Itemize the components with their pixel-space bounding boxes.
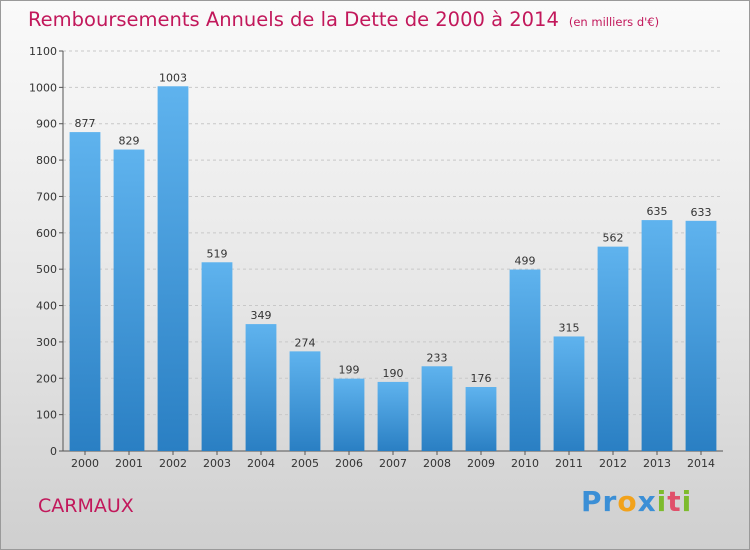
x-tick-label: 2014 xyxy=(687,457,715,470)
x-tick-label: 2008 xyxy=(423,457,451,470)
x-tick-label: 2002 xyxy=(159,457,187,470)
bar xyxy=(509,269,541,451)
y-tick-label: 600 xyxy=(36,227,57,240)
bar xyxy=(553,336,585,451)
y-tick-label: 0 xyxy=(50,445,57,458)
x-tick-label: 2009 xyxy=(467,457,495,470)
x-tick-label: 2011 xyxy=(555,457,583,470)
bar xyxy=(201,262,233,451)
logo-letter: o xyxy=(617,485,638,518)
bar xyxy=(157,86,189,451)
bar-value-label: 233 xyxy=(427,351,448,364)
bar xyxy=(377,381,409,451)
logo-letter: P xyxy=(581,485,603,518)
bar-value-label: 877 xyxy=(75,117,96,130)
bar xyxy=(465,387,497,451)
chart-subtitle: (en milliers d'€) xyxy=(568,15,660,29)
bar-value-label: 315 xyxy=(559,321,580,334)
y-tick-label: 400 xyxy=(36,300,57,313)
bar xyxy=(685,220,717,451)
x-tick-label: 2005 xyxy=(291,457,319,470)
bar xyxy=(245,324,277,451)
logo-letter: t xyxy=(667,485,682,518)
x-tick-label: 2013 xyxy=(643,457,671,470)
chart-title: Remboursements Annuels de la Dette de 20… xyxy=(28,8,659,31)
y-tick-label: 1000 xyxy=(29,81,57,94)
logo-letter: i xyxy=(656,485,668,518)
bar-value-label: 349 xyxy=(251,309,272,322)
logo-letter: i xyxy=(681,485,693,518)
bar-value-label: 829 xyxy=(119,135,140,148)
logo-letter: x xyxy=(637,485,657,518)
bar-value-label: 190 xyxy=(383,367,404,380)
bar-value-label: 274 xyxy=(295,336,316,349)
y-tick-label: 200 xyxy=(36,372,57,385)
bar xyxy=(333,378,365,451)
bar-value-label: 499 xyxy=(515,255,536,268)
bar xyxy=(69,132,101,451)
y-tick-label: 1100 xyxy=(29,45,57,58)
bar xyxy=(597,246,629,451)
town-name: CARMAUX xyxy=(38,495,134,517)
bar xyxy=(641,220,673,451)
bar xyxy=(113,149,145,451)
y-tick-label: 100 xyxy=(36,409,57,422)
bar-value-label: 519 xyxy=(207,247,228,260)
bar-value-label: 176 xyxy=(471,372,492,385)
logo-letter: r xyxy=(602,485,618,518)
y-tick-label: 700 xyxy=(36,190,57,203)
y-tick-label: 900 xyxy=(36,118,57,131)
bar-value-label: 633 xyxy=(691,206,712,219)
y-tick-label: 500 xyxy=(36,263,57,276)
x-tick-label: 2004 xyxy=(247,457,275,470)
x-tick-label: 2001 xyxy=(115,457,143,470)
bar-value-label: 635 xyxy=(647,205,668,218)
bars xyxy=(69,86,717,451)
x-tick-label: 2003 xyxy=(203,457,231,470)
x-tick-label: 2010 xyxy=(511,457,539,470)
x-tick-label: 2012 xyxy=(599,457,627,470)
bar-value-label: 562 xyxy=(603,232,624,245)
labels: 0 100 200 300 400 500 600 700 800 900 1000 1100 877 2… xyxy=(29,45,715,470)
bar xyxy=(421,366,453,451)
x-tick-label: 2000 xyxy=(71,457,99,470)
bar-value-label: 1003 xyxy=(159,71,187,84)
x-tick-label: 2006 xyxy=(335,457,363,470)
proxiti-logo: Proxiti xyxy=(581,485,692,518)
bar-value-label: 199 xyxy=(339,364,360,377)
y-tick-label: 300 xyxy=(36,336,57,349)
x-tick-label: 2007 xyxy=(379,457,407,470)
chart-title-text: Remboursements Annuels de la Dette de 20… xyxy=(28,8,559,31)
y-tick-label: 800 xyxy=(36,154,57,167)
bar xyxy=(289,351,321,451)
